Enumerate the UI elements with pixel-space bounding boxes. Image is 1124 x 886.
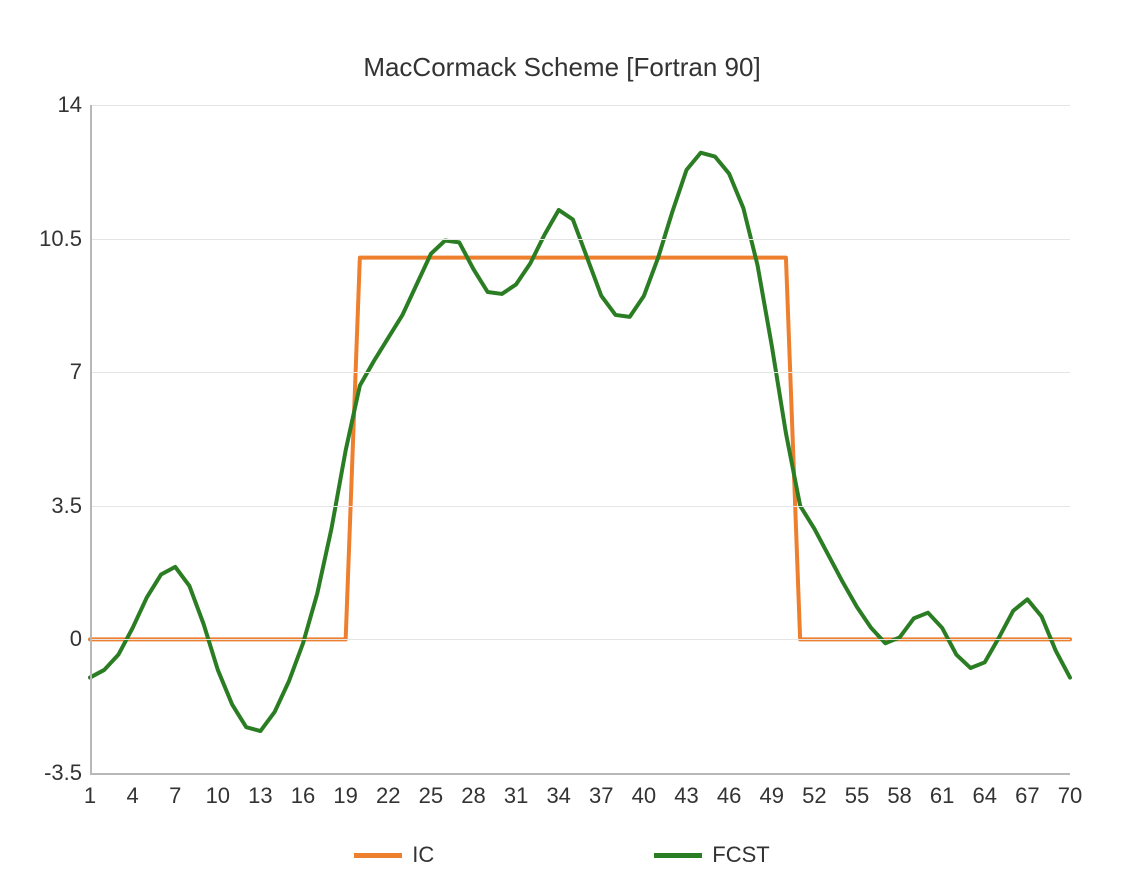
x-tick-label: 61	[930, 783, 954, 809]
y-tick-label: 7	[70, 359, 82, 385]
x-tick-label: 22	[376, 783, 400, 809]
legend-label-ic: IC	[412, 842, 434, 868]
y-axis-line	[90, 105, 92, 773]
y-tick-label: 14	[58, 92, 82, 118]
y-tick-label: 3.5	[51, 493, 82, 519]
legend-swatch-ic	[354, 853, 402, 858]
grid-line	[90, 105, 1070, 106]
x-tick-label: 49	[759, 783, 783, 809]
x-tick-label: 28	[461, 783, 485, 809]
x-tick-label: 64	[973, 783, 997, 809]
y-tick-label: 0	[70, 626, 82, 652]
legend-item-ic: IC	[354, 842, 434, 868]
x-tick-label: 7	[169, 783, 181, 809]
x-tick-label: 10	[206, 783, 230, 809]
x-tick-label: 40	[632, 783, 656, 809]
x-tick-label: 31	[504, 783, 528, 809]
x-tick-label: 46	[717, 783, 741, 809]
x-tick-label: 43	[674, 783, 698, 809]
grid-line	[90, 239, 1070, 240]
x-axis-line	[90, 773, 1070, 775]
x-tick-label: 67	[1015, 783, 1039, 809]
x-tick-label: 52	[802, 783, 826, 809]
legend-swatch-fcst	[654, 853, 702, 858]
x-tick-label: 70	[1058, 783, 1082, 809]
legend: IC FCST	[0, 842, 1124, 868]
x-tick-label: 34	[546, 783, 570, 809]
x-tick-label: 37	[589, 783, 613, 809]
grid-line	[90, 639, 1070, 640]
grid-line	[90, 372, 1070, 373]
chart-title: MacCormack Scheme [Fortran 90]	[0, 52, 1124, 83]
y-tick-label: -3.5	[44, 760, 82, 786]
legend-item-fcst: FCST	[654, 842, 769, 868]
chart-container: MacCormack Scheme [Fortran 90] IC FCST -…	[0, 0, 1124, 886]
y-tick-label: 10.5	[39, 226, 82, 252]
x-tick-label: 1	[84, 783, 96, 809]
x-tick-label: 16	[291, 783, 315, 809]
plot-area	[90, 105, 1070, 773]
x-tick-label: 19	[333, 783, 357, 809]
x-tick-label: 55	[845, 783, 869, 809]
x-tick-label: 4	[126, 783, 138, 809]
x-tick-label: 25	[419, 783, 443, 809]
series-line-ic	[90, 258, 1070, 640]
x-tick-label: 13	[248, 783, 272, 809]
legend-label-fcst: FCST	[712, 842, 769, 868]
x-tick-label: 58	[887, 783, 911, 809]
grid-line	[90, 506, 1070, 507]
chart-svg	[90, 105, 1070, 773]
